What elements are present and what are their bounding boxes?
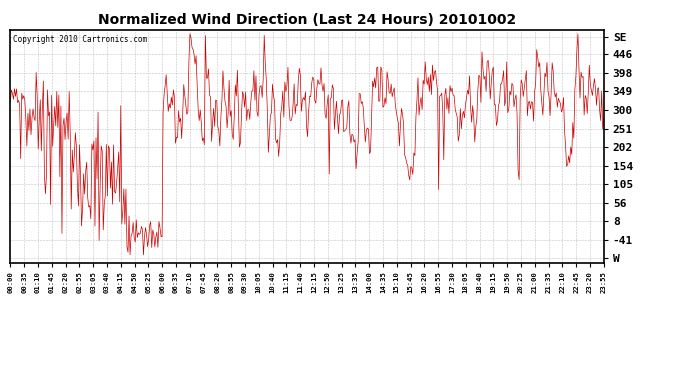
Title: Normalized Wind Direction (Last 24 Hours) 20101002: Normalized Wind Direction (Last 24 Hours… (98, 13, 516, 27)
Text: Copyright 2010 Cartronics.com: Copyright 2010 Cartronics.com (13, 34, 148, 44)
